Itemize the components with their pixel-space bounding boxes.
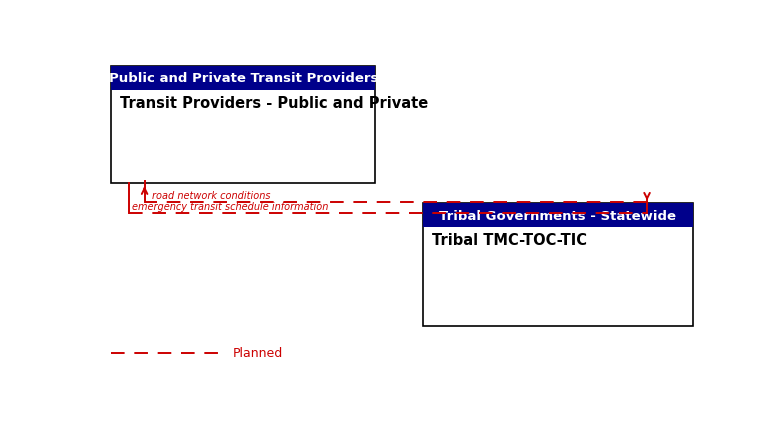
Bar (423, 204, 693, 228)
Text: road network conditions: road network conditions (152, 190, 270, 200)
Text: Transit Providers - Public and Private: Transit Providers - Public and Private (121, 95, 428, 110)
Text: emergency transit schedule information: emergency transit schedule information (132, 202, 329, 212)
Bar (111, 67, 375, 90)
Text: Tribal TMC-TOC-TIC: Tribal TMC-TOC-TIC (431, 233, 586, 248)
Bar (423, 204, 693, 326)
Text: Public and Private Transit Providers: Public and Private Transit Providers (109, 72, 378, 85)
Text: Planned: Planned (233, 347, 283, 359)
Bar (111, 67, 375, 184)
Text: Tribal Governments - Statewide: Tribal Governments - Statewide (439, 209, 676, 222)
